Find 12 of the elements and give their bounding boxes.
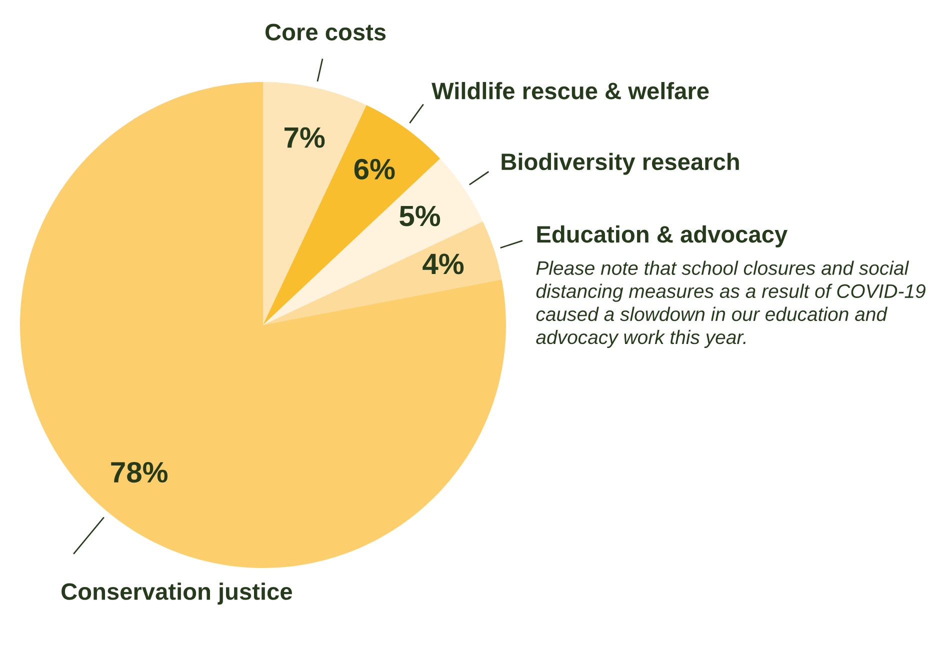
data-label: 4%: [422, 254, 464, 274]
slice-label: Core costs: [266, 24, 386, 40]
data-label: 5%: [400, 206, 440, 226]
slice-label: Education & advocacy: [537, 225, 788, 248]
data-label: 7%: [284, 127, 325, 148]
slice-label: Wildlife rescue & welfare: [432, 82, 709, 100]
data-label: 78%: [111, 462, 168, 483]
text: Please note that school closures and social distancing measures as a result of COVID-19 caused a slowdown in our education and advocacy work this year.: [536, 260, 926, 348]
slice-label: Biodiversity research: [502, 152, 739, 175]
slice-label: Conservation justice: [62, 582, 292, 605]
pie-slice: [263, 158, 483, 325]
data-label: 6%: [354, 158, 395, 180]
